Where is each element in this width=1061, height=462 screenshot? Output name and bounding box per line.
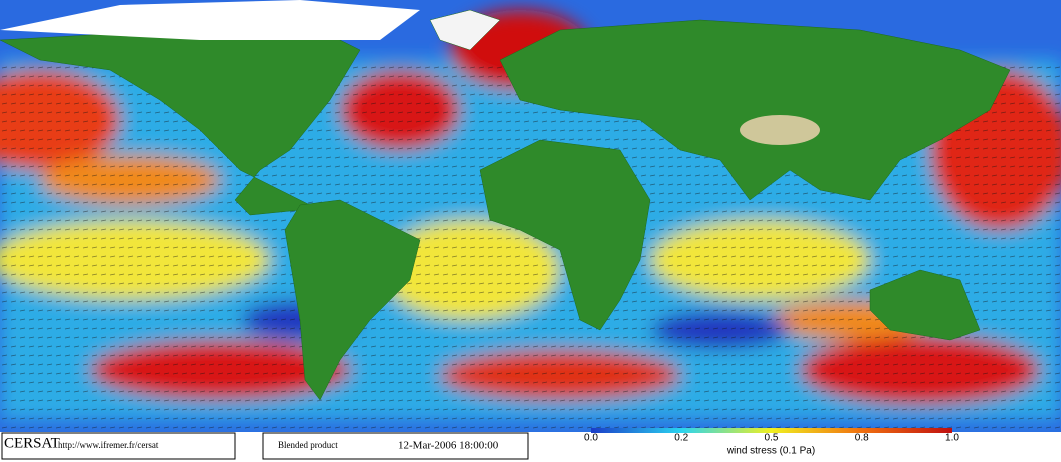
colorbar-tick-label: 0.2	[674, 433, 688, 444]
colorbar-tick-label: 1.0	[945, 433, 959, 444]
product-box	[262, 432, 529, 460]
product: Blended product	[278, 440, 338, 450]
source-box	[1, 432, 236, 460]
colorbar-label: wind stress (0.1 Pa)	[726, 446, 815, 457]
footer: CERSAT http://www.ifremer.fr/cersat Blen…	[0, 428, 1061, 462]
colorbar-ticks: 0.0 0.2 0.5 0.8 1.0	[584, 433, 959, 444]
logo: CERSAT	[4, 435, 60, 451]
colorbar-tick-label: 0.8	[855, 433, 869, 444]
colorbar-tick-label: 0.0	[584, 433, 598, 444]
url: http://www.ifremer.fr/cersat	[58, 440, 159, 450]
land	[0, 0, 1011, 401]
colorbar	[591, 428, 952, 433]
colorbar-tick-label: 0.5	[765, 433, 779, 444]
date: 12-Mar-2006 18:00:00	[398, 440, 499, 452]
